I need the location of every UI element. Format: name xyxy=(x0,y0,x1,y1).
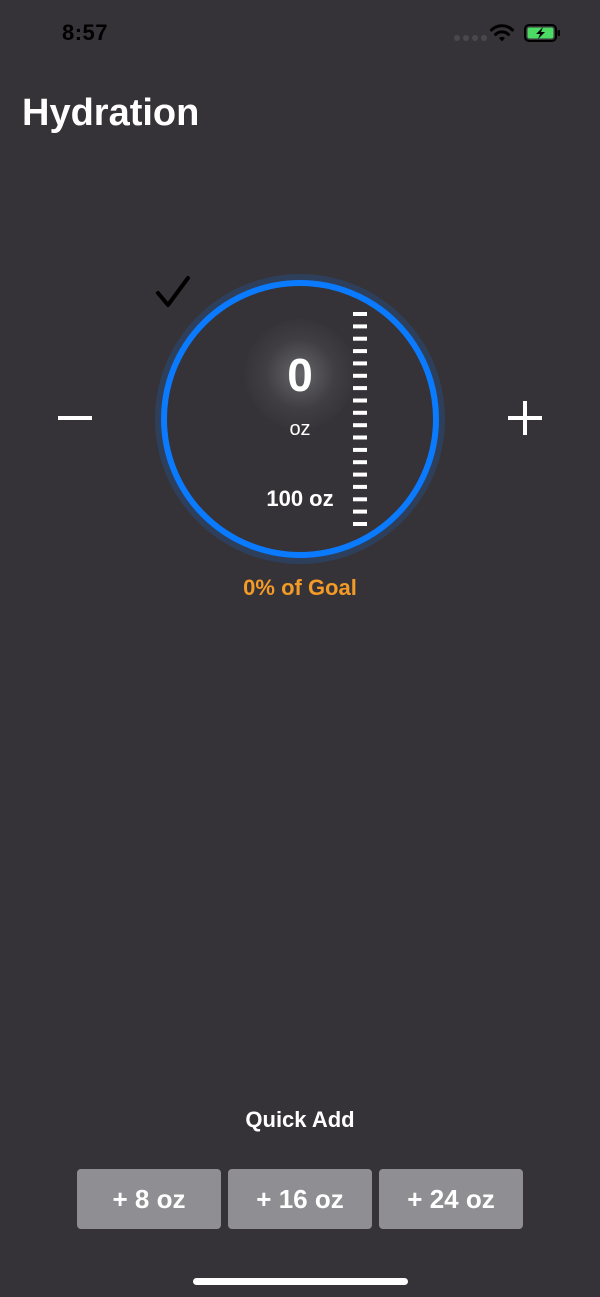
status-bar: 8:57 xyxy=(0,0,600,70)
scale-tick xyxy=(353,386,367,391)
goal-amount: 100 oz xyxy=(266,486,334,511)
scale-tick xyxy=(353,312,367,316)
goal-progress: 0% of Goal xyxy=(243,575,357,600)
minus-icon xyxy=(58,416,92,420)
add-24-oz-button[interactable]: + 24 oz xyxy=(379,1169,523,1229)
scale-tick xyxy=(353,373,367,378)
battery-charging-icon xyxy=(524,24,560,42)
home-indicator xyxy=(193,1278,408,1285)
hydration-gauge: 0 oz 100 oz xyxy=(155,274,445,564)
scale-tick xyxy=(353,435,367,440)
quick-add-title: Quick Add xyxy=(245,1107,355,1132)
signal-dots-icon xyxy=(454,35,487,41)
scale-tick xyxy=(353,460,367,465)
scale-tick xyxy=(353,509,367,514)
increment-button[interactable] xyxy=(490,384,560,454)
scale-tick xyxy=(353,361,367,366)
scale-tick xyxy=(353,497,367,502)
quick-add-buttons: + 8 oz + 16 oz + 24 oz xyxy=(77,1169,523,1229)
gauge-ring xyxy=(155,274,445,564)
scale-tick xyxy=(353,349,367,354)
gauge-unit: oz xyxy=(289,418,311,440)
scale-tick xyxy=(353,447,367,452)
scale-tick xyxy=(353,410,367,415)
wifi-icon xyxy=(490,24,514,42)
goal-scale xyxy=(353,312,367,526)
status-time: 8:57 xyxy=(62,20,109,45)
plus-icon xyxy=(508,401,542,435)
scale-tick xyxy=(353,324,367,329)
scale-tick xyxy=(353,398,367,403)
gauge-value: 0 xyxy=(287,349,313,401)
page-title: Hydration xyxy=(22,92,200,134)
scale-tick xyxy=(353,522,367,526)
add-16-oz-button[interactable]: + 16 oz xyxy=(228,1169,372,1229)
scale-tick xyxy=(353,423,367,428)
scale-tick xyxy=(353,472,367,477)
scale-tick xyxy=(353,484,367,489)
add-8-oz-button[interactable]: + 8 oz xyxy=(77,1169,221,1229)
scale-tick xyxy=(353,336,367,341)
check-icon xyxy=(156,276,190,307)
gauge-glow xyxy=(245,319,355,429)
decrement-button[interactable] xyxy=(40,384,110,454)
